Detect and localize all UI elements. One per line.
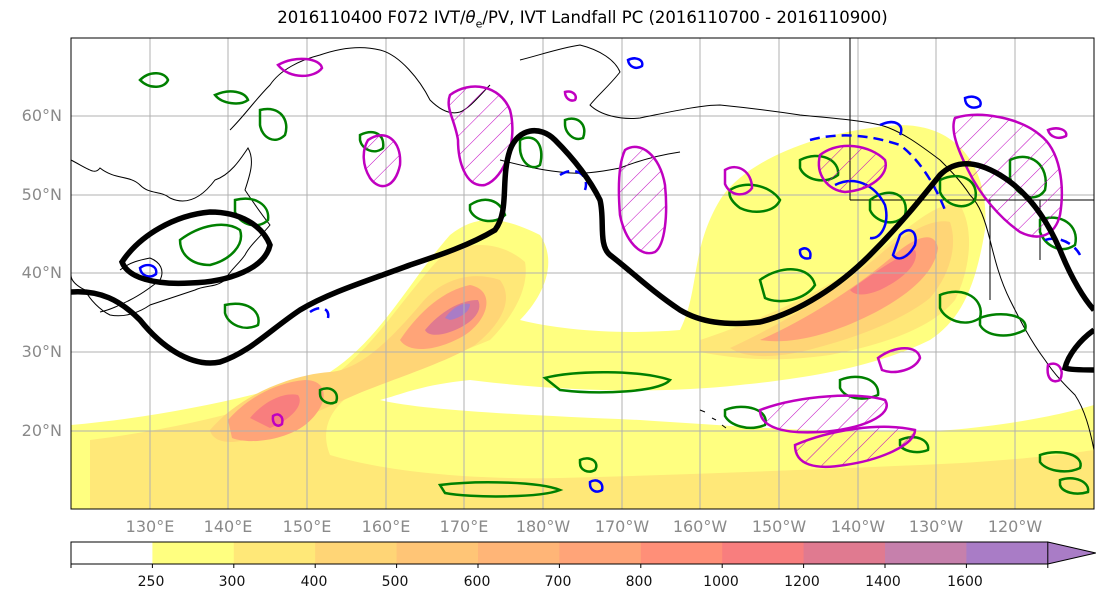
lon-label-140e: 140°E — [203, 517, 253, 536]
lon-label-160w: 160°W — [672, 517, 728, 536]
lon-label-150w: 150°W — [751, 517, 807, 536]
colorbar-segment — [722, 542, 805, 564]
colorbar-label-600: 600 — [463, 574, 491, 590]
ivt-fill — [71, 125, 1094, 509]
colorbar-segment — [396, 542, 479, 564]
lat-label-60: 60°N — [21, 106, 62, 125]
lon-label-180w: 180°W — [515, 517, 571, 536]
lon-label-170e: 170°E — [439, 517, 489, 536]
ivt-band-1000b — [850, 250, 916, 295]
lon-label-130w: 130°W — [908, 517, 964, 536]
colorbar-segment — [885, 542, 967, 564]
lon-label-130e: 130°E — [125, 517, 175, 536]
hawaii — [699, 409, 727, 429]
colorbar-segment — [478, 542, 560, 564]
lat-label-20: 20°N — [21, 421, 62, 440]
lat-label-30: 30°N — [21, 342, 62, 361]
lon-label-170w: 170°W — [594, 517, 650, 536]
lon-label-160e: 160°E — [361, 517, 411, 536]
canada-interior — [849, 38, 1094, 300]
asia-coast — [71, 147, 271, 317]
colorbar-segment — [559, 542, 642, 564]
colorbar-segment — [152, 542, 235, 564]
colorbar-label-300: 300 — [218, 574, 246, 590]
colorbar-segment — [640, 542, 723, 564]
lat-label-50: 50°N — [21, 185, 62, 204]
colorbar-extend-arrow — [1047, 541, 1096, 565]
colorbar-label-1000: 1000 — [703, 574, 739, 590]
lon-label-120w: 120°W — [987, 517, 1043, 536]
colorbar-segment — [966, 542, 1049, 564]
pc-contour — [71, 128, 1094, 373]
colorbar-label-500: 500 — [381, 574, 409, 590]
map-title: 2016110400 F072 IVT/θe/PV, IVT Landfall … — [277, 8, 888, 31]
colorbar-label-800: 800 — [625, 574, 653, 590]
colorbar-label-400: 400 — [300, 574, 328, 590]
map-border — [70, 37, 1095, 510]
colorbar-label-1400: 1400 — [865, 574, 901, 590]
colorbar-segment-below — [71, 542, 153, 564]
lon-label-150e: 150°E — [282, 517, 332, 536]
colorbar — [70, 541, 1096, 568]
ivt-band-300 — [90, 244, 1094, 509]
ivt-band-1000 — [250, 394, 300, 428]
colorbar-segment — [315, 542, 398, 564]
colorbar-label-700: 700 — [544, 574, 572, 590]
colorbar-segment — [233, 542, 316, 564]
colorbar-label-1600: 1600 — [947, 574, 983, 590]
lat-label-40: 40°N — [21, 263, 62, 282]
lon-label-140w: 140°W — [830, 517, 886, 536]
alaska-coast — [519, 44, 1094, 451]
colorbar-label-250: 250 — [137, 574, 165, 590]
colorbar-label-1200: 1200 — [784, 574, 820, 590]
colorbar-segment — [803, 542, 886, 564]
